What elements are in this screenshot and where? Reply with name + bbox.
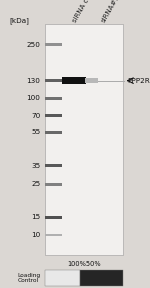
Text: siRNA ctrl: siRNA ctrl (72, 0, 94, 23)
Text: [kDa]: [kDa] (10, 17, 30, 24)
Text: 70: 70 (31, 113, 40, 119)
Text: Loading
Control: Loading Control (17, 272, 41, 283)
Bar (45, 164, 62, 167)
Text: 250: 250 (27, 42, 40, 48)
Bar (45, 79, 62, 82)
Bar (45, 114, 62, 118)
Text: 130: 130 (27, 78, 40, 84)
Bar (80, 270, 123, 286)
Text: 100%50%: 100%50% (67, 262, 101, 267)
Bar (62, 77, 86, 84)
Bar (45, 270, 80, 286)
Bar (45, 216, 62, 219)
Bar (45, 234, 62, 236)
Bar (85, 78, 98, 83)
Text: PPP2R3A: PPP2R3A (127, 78, 150, 84)
Text: 25: 25 (31, 181, 40, 187)
Bar (45, 43, 62, 46)
Text: siRNA#1: siRNA#1 (100, 0, 121, 23)
Text: 35: 35 (31, 163, 40, 168)
Bar (45, 24, 123, 255)
Text: 100: 100 (27, 96, 40, 101)
Bar (45, 131, 62, 134)
Bar (45, 183, 62, 186)
Text: 15: 15 (31, 215, 40, 220)
Text: 55: 55 (31, 130, 40, 135)
Text: 10: 10 (31, 232, 40, 238)
Bar (45, 97, 62, 100)
